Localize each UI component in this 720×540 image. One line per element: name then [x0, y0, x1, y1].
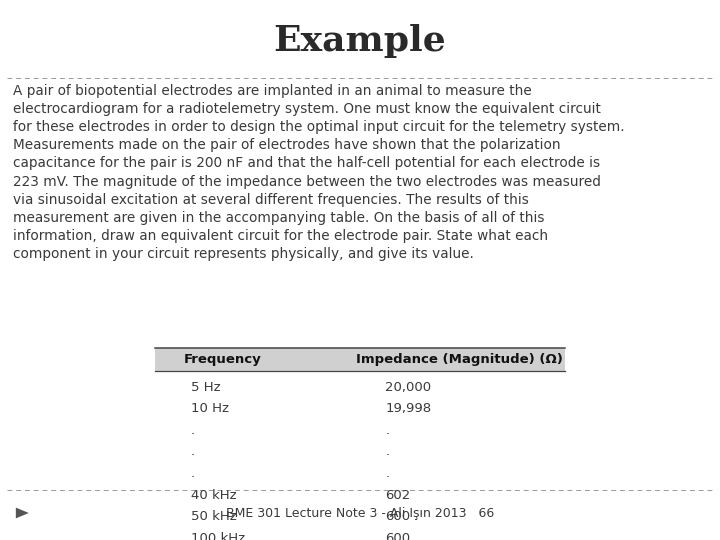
- Text: .: .: [385, 446, 390, 458]
- Text: Impedance (Magnitude) (Ω): Impedance (Magnitude) (Ω): [356, 353, 563, 366]
- Text: .: .: [385, 424, 390, 437]
- Text: 19,998: 19,998: [385, 402, 431, 415]
- Text: A pair of biopotential electrodes are implanted in an animal to measure the
elec: A pair of biopotential electrodes are im…: [13, 84, 624, 261]
- Text: .: .: [191, 446, 195, 458]
- Text: .: .: [385, 467, 390, 480]
- Polygon shape: [16, 508, 29, 518]
- Text: .: .: [191, 467, 195, 480]
- Text: BME 301 Lecture Note 3 - Ali Işın 2013   66: BME 301 Lecture Note 3 - Ali Işın 2013 6…: [226, 507, 494, 519]
- Text: 20,000: 20,000: [385, 381, 431, 394]
- Text: 5 Hz: 5 Hz: [191, 381, 220, 394]
- Text: Example: Example: [274, 24, 446, 58]
- Text: Frequency: Frequency: [184, 353, 261, 366]
- Text: 10 Hz: 10 Hz: [191, 402, 229, 415]
- Text: 50 kHz: 50 kHz: [191, 510, 237, 523]
- Text: 602: 602: [385, 489, 410, 502]
- Bar: [155, 348, 565, 371]
- Text: 600: 600: [385, 510, 410, 523]
- Text: 600: 600: [385, 532, 410, 540]
- Text: 100 kHz: 100 kHz: [191, 532, 245, 540]
- Text: .: .: [191, 424, 195, 437]
- Text: 40 kHz: 40 kHz: [191, 489, 236, 502]
